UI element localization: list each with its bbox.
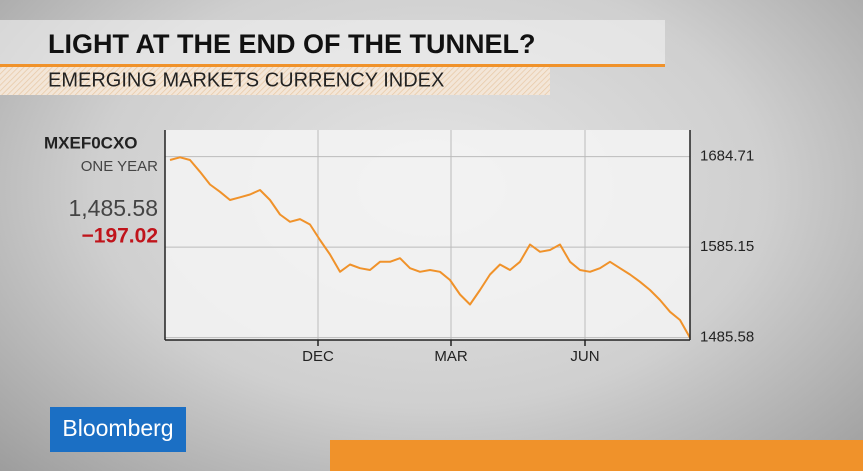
period: ONE YEAR (81, 158, 158, 175)
x-tick-label: JUN (570, 348, 599, 365)
x-tick-label: DEC (302, 348, 334, 365)
y-tick-label: 1684.71 (700, 148, 754, 165)
title-band (0, 20, 665, 66)
title-rule (0, 64, 665, 67)
change: −197.02 (82, 225, 159, 248)
subtitle-band (0, 67, 550, 95)
last-value: 1,485.58 (68, 195, 158, 221)
title: LIGHT AT THE END OF THE TUNNEL? (48, 29, 535, 59)
line-series (169, 156, 691, 339)
x-tick-label: MAR (434, 348, 468, 365)
y-tick-label: 1585.15 (700, 238, 754, 255)
plot-area (165, 130, 690, 340)
lower-bar (330, 440, 863, 471)
y-tick-label: 1485.58 (700, 329, 754, 346)
subtitle: EMERGING MARKETS CURRENCY INDEX (48, 69, 444, 91)
logo-box (50, 407, 186, 452)
logo: Bloomberg (62, 415, 173, 441)
ticker: MXEF0CXO (44, 133, 138, 152)
